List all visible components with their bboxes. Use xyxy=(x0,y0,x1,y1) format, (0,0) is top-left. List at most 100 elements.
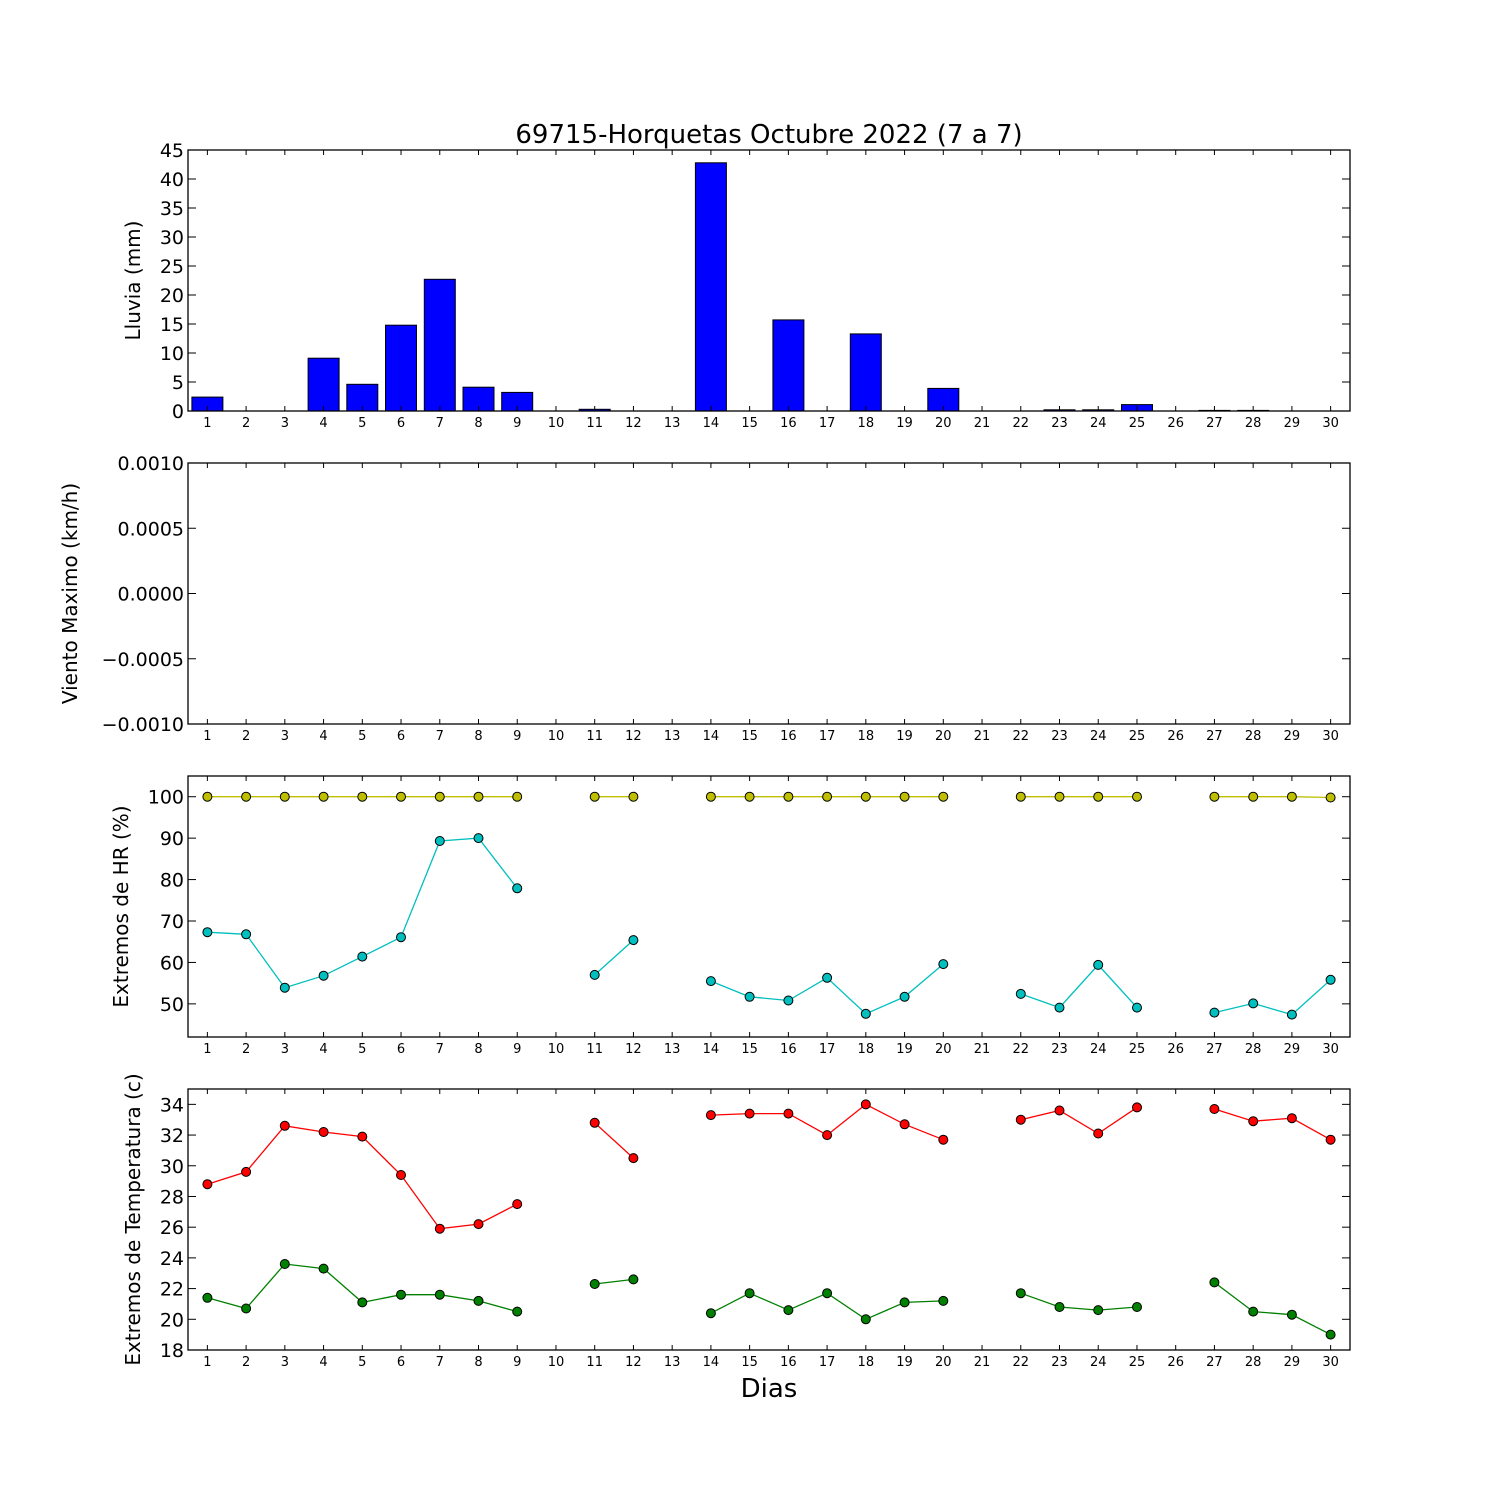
ytick-label: 30 xyxy=(160,1156,184,1178)
xtick-label: 1 xyxy=(203,729,211,744)
point-2-0-day-25 xyxy=(1132,791,1142,802)
xtick-label: 3 xyxy=(281,729,289,744)
point-2-0-day-1 xyxy=(202,791,213,802)
ytick-label: 80 xyxy=(160,870,184,892)
point-3-0-day-12 xyxy=(628,1153,639,1164)
point-2-0-day-4 xyxy=(318,791,329,802)
point-3-1-day-29 xyxy=(1286,1309,1297,1320)
ytick-label: 20 xyxy=(160,1309,184,1331)
plot-frame-4 xyxy=(187,1088,1351,1351)
xtick-label: 1 xyxy=(203,1355,211,1370)
point-3-0-day-9 xyxy=(512,1199,523,1210)
xtick-label: 20 xyxy=(935,729,952,744)
x-axis-label: Dias xyxy=(741,1374,798,1404)
plot-frame-2 xyxy=(187,462,1351,725)
xtick-label: 25 xyxy=(1129,416,1146,431)
point-2-0-day-19 xyxy=(899,791,910,802)
point-3-0-day-5 xyxy=(357,1131,368,1142)
point-2-1-day-20 xyxy=(938,959,949,970)
point-2-0-day-18 xyxy=(860,791,871,802)
point-2-1-day-6 xyxy=(396,932,406,943)
xtick-label: 12 xyxy=(625,1042,642,1057)
xtick-label: 4 xyxy=(319,729,327,744)
point-3-0-day-25 xyxy=(1132,1102,1142,1113)
y-axis-label-2: Viento Maximo (km/h) xyxy=(58,483,82,704)
xtick-label: 14 xyxy=(703,1042,720,1057)
xtick-label: 26 xyxy=(1167,1355,1184,1370)
xtick-label: 10 xyxy=(548,1042,565,1057)
ytick-label: 0.0010 xyxy=(118,453,184,475)
ytick-label: 5 xyxy=(172,372,184,394)
point-3-1-day-9 xyxy=(512,1306,523,1317)
point-3-1-day-23 xyxy=(1054,1302,1065,1312)
point-2-1-day-19 xyxy=(899,991,910,1002)
point-3-0-day-27 xyxy=(1209,1104,1220,1114)
point-3-0-day-29 xyxy=(1286,1113,1297,1124)
xtick-label: 8 xyxy=(474,729,482,744)
xtick-label: 6 xyxy=(397,416,405,431)
xtick-label: 13 xyxy=(664,729,681,744)
point-3-1-day-24 xyxy=(1093,1305,1104,1316)
xtick-label: 2 xyxy=(242,729,250,744)
point-2-0-day-22 xyxy=(1015,791,1026,802)
xtick-label: 16 xyxy=(780,1042,797,1057)
ytick-label: 35 xyxy=(160,198,184,220)
xtick-label: 10 xyxy=(548,729,565,744)
xtick-label: 9 xyxy=(513,1355,521,1370)
xtick-label: 28 xyxy=(1245,1355,1262,1370)
point-3-0-day-7 xyxy=(434,1223,445,1234)
point-3-1-day-15 xyxy=(744,1288,755,1299)
xtick-label: 11 xyxy=(586,1042,603,1057)
point-2-0-day-2 xyxy=(241,791,252,802)
point-2-0-day-17 xyxy=(822,791,833,802)
xtick-label: 13 xyxy=(664,1355,681,1370)
xtick-label: 9 xyxy=(513,729,521,744)
point-3-1-day-20 xyxy=(938,1295,949,1306)
xtick-label: 12 xyxy=(625,729,642,744)
xtick-label: 13 xyxy=(664,1042,681,1057)
xtick-label: 30 xyxy=(1322,416,1339,431)
xtick-label: 26 xyxy=(1167,729,1184,744)
point-3-1-day-28 xyxy=(1248,1306,1259,1317)
bar-day-16 xyxy=(772,319,805,412)
point-3-1-day-6 xyxy=(396,1289,406,1300)
series-2-1-line-2 xyxy=(710,963,944,1015)
xtick-label: 16 xyxy=(780,729,797,744)
point-2-0-day-14 xyxy=(705,791,716,802)
xtick-label: 17 xyxy=(819,416,836,431)
ytick-label: 25 xyxy=(160,256,184,278)
ytick-label: 24 xyxy=(160,1248,184,1270)
xtick-label: 24 xyxy=(1090,1042,1107,1057)
point-3-1-day-17 xyxy=(822,1288,833,1299)
point-3-0-day-8 xyxy=(473,1219,484,1230)
xtick-label: 21 xyxy=(974,729,991,744)
ytick-label: 34 xyxy=(160,1094,184,1116)
point-2-1-day-18 xyxy=(860,1008,871,1019)
series-2-1-line-1 xyxy=(594,939,634,976)
point-2-0-day-24 xyxy=(1093,791,1104,802)
point-3-0-day-16 xyxy=(783,1108,794,1119)
xtick-label: 19 xyxy=(896,416,913,431)
point-3-0-day-2 xyxy=(241,1166,252,1177)
xtick-label: 4 xyxy=(319,416,327,431)
xtick-label: 4 xyxy=(319,1355,327,1370)
xtick-label: 28 xyxy=(1245,729,1262,744)
point-3-1-day-3 xyxy=(279,1259,290,1269)
xtick-label: 27 xyxy=(1206,1355,1223,1370)
ytick-label: 100 xyxy=(148,787,184,809)
point-2-0-day-28 xyxy=(1248,791,1259,802)
point-3-1-day-30 xyxy=(1325,1329,1336,1340)
series-3-0-line-3 xyxy=(1020,1106,1138,1135)
point-3-0-day-19 xyxy=(899,1119,910,1130)
xtick-label: 5 xyxy=(358,1042,366,1057)
y-axis-label-4: Extremos de Temperatura (c) xyxy=(121,1073,145,1365)
xtick-label: 23 xyxy=(1051,1042,1068,1057)
point-2-1-day-14 xyxy=(705,976,716,987)
ytick-label: 40 xyxy=(160,169,184,191)
point-3-0-day-11 xyxy=(589,1117,600,1128)
point-3-0-day-1 xyxy=(202,1179,213,1190)
point-3-1-day-12 xyxy=(628,1274,639,1285)
point-2-1-day-16 xyxy=(783,995,794,1006)
point-3-0-day-24 xyxy=(1093,1128,1104,1139)
xtick-label: 18 xyxy=(858,1042,875,1057)
